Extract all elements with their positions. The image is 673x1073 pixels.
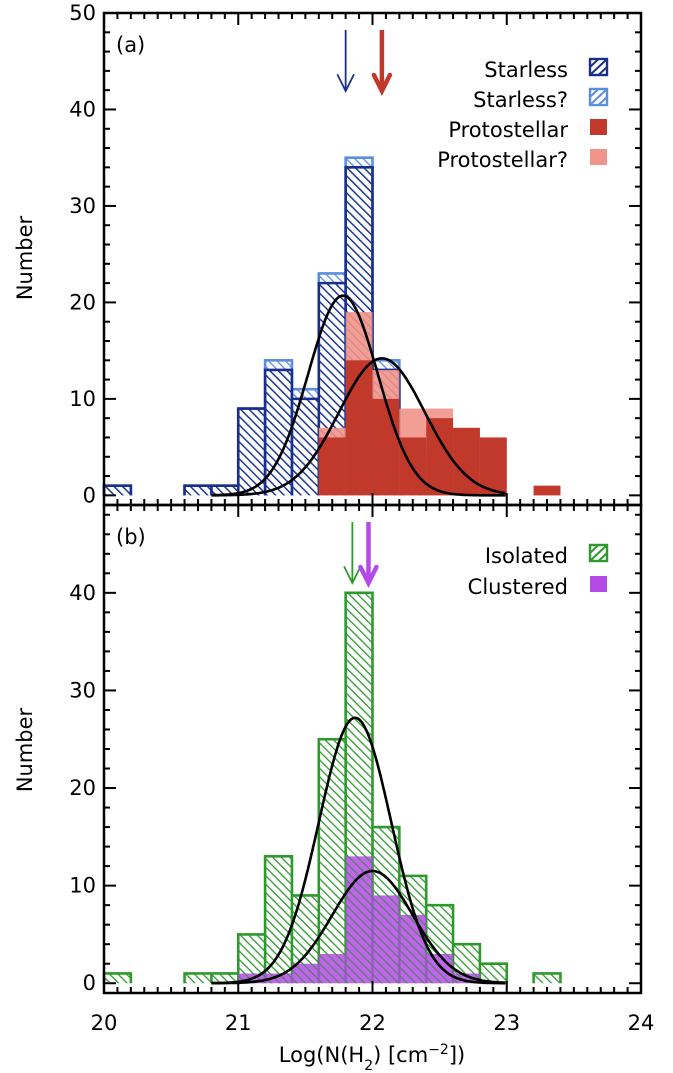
- y-tick-label: 30: [69, 194, 96, 218]
- bar-isolated: [533, 973, 561, 984]
- bar-overlay-hatch: [265, 973, 292, 984]
- x-tick-label: 24: [628, 1011, 655, 1035]
- bar-protostellar: [345, 360, 373, 496]
- bar-isolated: [265, 856, 292, 984]
- gaussian-fit-1: [211, 294, 506, 497]
- bar-protostellar: [453, 427, 480, 496]
- bar-starless: [211, 485, 239, 496]
- panel-a: 0 10 20 30 40 50 (a) Number Starless Starless…: [13, 1, 643, 507]
- y-tick-label: 20: [69, 776, 96, 800]
- x-tick-label: 23: [493, 1011, 520, 1035]
- bar-starless: [265, 369, 292, 496]
- bar-protostellar: [533, 485, 561, 496]
- legend-label-protostellar: Protostellar: [448, 118, 568, 142]
- legend-label-isolated: Isolated: [485, 544, 568, 568]
- mean-arrow-starless: [336, 30, 355, 94]
- bar-outline-isolated: [102, 591, 562, 984]
- bar-starless: [184, 485, 212, 496]
- bar-isolated: [318, 739, 346, 984]
- y-tick-label: 0: [83, 971, 96, 995]
- y-tick-label: 10: [69, 387, 96, 411]
- legend-swatch-isolated: [588, 543, 609, 563]
- legend-swatch-clustered: [590, 576, 607, 592]
- mean-arrow-protostellar: [371, 30, 393, 97]
- x-tick-label: 21: [225, 1011, 252, 1035]
- panel-a-legend: Starless Starless? Protostellar Protoste…: [437, 57, 609, 172]
- bar-isolated: [479, 963, 507, 984]
- legend-label-starless: Starless: [484, 58, 568, 82]
- bar-overlay-hatch: [399, 914, 427, 984]
- bar-starless: [104, 485, 131, 496]
- bar-overlay-hatch: [291, 963, 319, 984]
- legend-swatch-starless: [588, 57, 609, 77]
- panel-a-mean-arrows: [336, 30, 393, 97]
- legend-swatch-starless_q: [588, 87, 609, 107]
- legend-label-clustered: Clustered: [468, 575, 568, 599]
- panel-b-bars: [102, 591, 562, 984]
- panel-a-label: (a): [116, 33, 145, 57]
- y-tick-label: 20: [69, 290, 96, 314]
- panel-a-ticks: 0 10 20 30 40 50: [69, 1, 642, 507]
- y-tick-label: 30: [69, 678, 96, 702]
- panel-a-bars: [102, 156, 561, 496]
- bar-protostellar: [479, 437, 507, 496]
- bar-isolated: [184, 973, 212, 984]
- y-tick-label: 40: [69, 581, 96, 605]
- panel-b-mean-arrows: [343, 522, 379, 589]
- y-tick-label: 40: [69, 97, 96, 121]
- panel-a-ylabel: Number: [13, 215, 37, 300]
- y-tick-label: 10: [69, 874, 96, 898]
- bar-overlay-hatch: [426, 953, 454, 984]
- legend-swatch-protostellar: [590, 119, 607, 135]
- mean-arrow-isolated: [343, 522, 362, 586]
- panel-b: 0 10 20 30 40 (b) Number Isolated Clustered: [13, 503, 643, 995]
- bar-protostellar: [318, 437, 346, 496]
- panel-b-fit-curves: [211, 716, 506, 985]
- bar-starless: [238, 408, 266, 496]
- y-tick-label: 50: [69, 1, 96, 25]
- x-tick-label: 20: [91, 1011, 118, 1035]
- panel-b-label: (b): [116, 525, 146, 549]
- y-tick-label: 0: [83, 483, 96, 507]
- gaussian-fit-2: [211, 869, 506, 985]
- panel-b-ticks: 0 10 20 30 40: [69, 505, 642, 995]
- x-axis-title: Log(N(H2) [cm−2]): [279, 1042, 465, 1073]
- bar-isolated: [104, 973, 131, 984]
- legend-swatch-protostellar_q: [590, 149, 607, 165]
- bar-overlay-hatch: [453, 973, 480, 984]
- bar-overlay-hatch: [318, 953, 346, 984]
- panel-a-fit-curves: [211, 294, 506, 497]
- bar-protostellar: [372, 398, 400, 496]
- gaussian-fit-2: [211, 357, 506, 497]
- bar-protostellar: [426, 418, 454, 496]
- panel-b-legend: Isolated Clustered: [468, 543, 609, 599]
- bar-overlay-hatch: [372, 895, 400, 984]
- bar-isolated: [211, 973, 239, 984]
- mean-arrow-clustered: [358, 522, 379, 589]
- x-tick-label: 22: [359, 1011, 386, 1035]
- panel-b-ylabel: Number: [13, 707, 37, 792]
- legend-label-starless-q: Starless?: [473, 88, 568, 112]
- gaussian-fit-1: [211, 716, 506, 985]
- legend-label-protostellar-q: Protostellar?: [437, 148, 568, 172]
- x-tick-labels: 20 21 22 23 24: [91, 1011, 655, 1035]
